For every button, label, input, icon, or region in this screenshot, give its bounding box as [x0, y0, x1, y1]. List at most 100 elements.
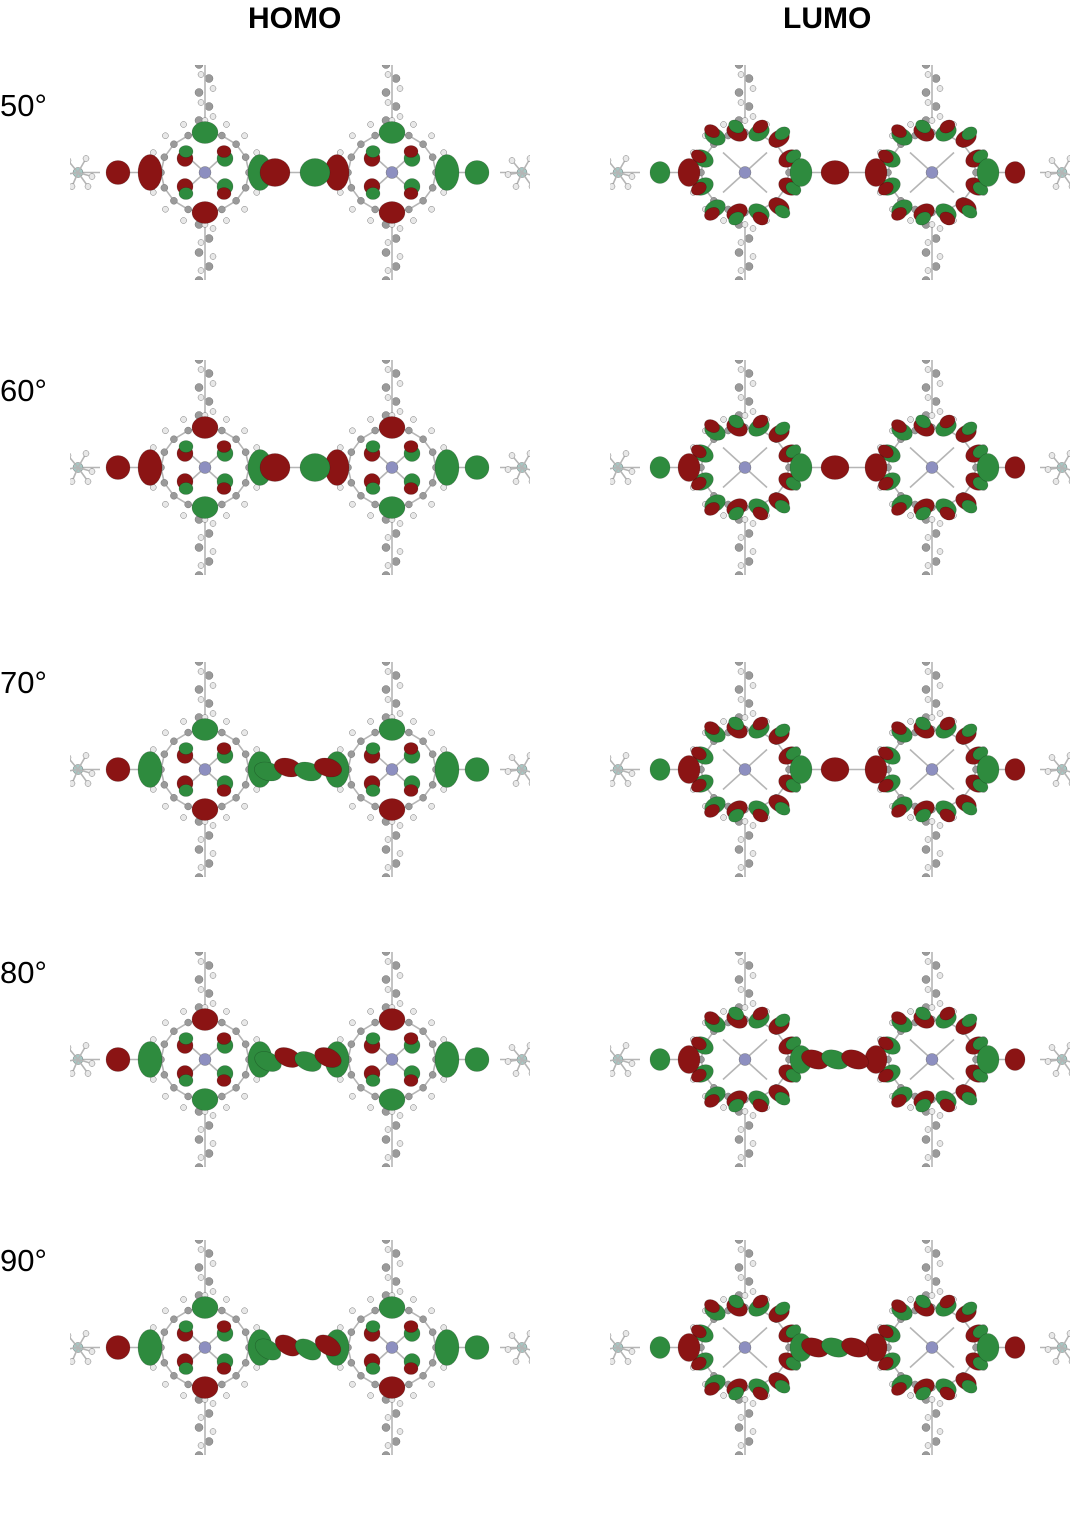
orbital-row: 50° — [0, 65, 1089, 378]
hydrogen-atom — [410, 1296, 417, 1303]
orbital-lobe — [378, 121, 406, 144]
orbital-lobe — [378, 1008, 406, 1031]
carbon-atom — [744, 234, 754, 243]
hydrogen-atom — [628, 173, 636, 180]
carbon-atom — [347, 750, 356, 758]
hydrogen-atom — [741, 1292, 749, 1299]
orbital-lobe — [677, 755, 701, 784]
hydrogen-atom — [1044, 1058, 1052, 1065]
hydrogen-atom — [936, 253, 944, 260]
carbon-atom — [391, 529, 401, 538]
carbon-atom — [194, 248, 204, 257]
carbon-atom — [381, 276, 391, 280]
carbon-atom — [391, 1437, 401, 1446]
orbital-lobe — [820, 455, 850, 480]
carbon-atom — [381, 1423, 391, 1432]
hydrogen-atom — [197, 239, 205, 246]
orbital-lobe — [378, 1296, 406, 1319]
lumo-orbital-panel — [610, 65, 1070, 305]
hydrogen-atom — [924, 562, 932, 569]
homo-molecule-diagram — [70, 662, 530, 877]
bond — [610, 1058, 619, 1062]
orbital-lobe — [677, 453, 701, 482]
carbon-atom — [170, 1315, 178, 1323]
metal-atom — [198, 1341, 212, 1354]
orbital-lobe — [704, 124, 720, 138]
orbital-lobe — [464, 757, 490, 782]
carbon-atom — [921, 88, 931, 97]
carbon-atom — [921, 685, 931, 694]
orbital-lobe — [704, 804, 720, 818]
orbital-lobe — [976, 158, 1000, 187]
hydrogen-atom — [749, 380, 757, 387]
hydrogen-atom — [209, 710, 217, 717]
hydrogen-atom — [180, 217, 187, 224]
carbon-atom — [405, 728, 413, 737]
carbon-atom — [347, 448, 356, 456]
hydrogen-atom — [1052, 1070, 1060, 1077]
carbon-atom — [381, 845, 391, 854]
carbon-atom — [170, 1372, 178, 1380]
orbital-lobe — [216, 145, 232, 158]
lumo-molecule-diagram — [610, 1240, 1070, 1455]
bond — [521, 467, 530, 481]
metal-atom — [385, 166, 399, 179]
orbital-lobe — [704, 1011, 720, 1025]
hydrogen-atom — [936, 548, 944, 555]
metal-atom — [925, 1341, 939, 1354]
homo-molecule-diagram — [70, 952, 530, 1167]
carbon-atom — [744, 859, 754, 868]
hydrogen-atom — [349, 1307, 356, 1314]
hydrogen-atom — [737, 239, 745, 246]
hydrogen-atom — [737, 1414, 745, 1421]
hydrogen-atom — [410, 512, 417, 519]
hydrogen-atom — [1068, 478, 1070, 485]
carbon-atom — [194, 360, 204, 364]
carbon-atom — [184, 205, 192, 214]
hydrogen-atom — [526, 450, 530, 457]
metal-atom — [198, 461, 212, 474]
hydrogen-atom — [367, 1104, 374, 1111]
carbon-atom — [931, 859, 941, 868]
orbital-lobe — [105, 1335, 131, 1360]
hydrogen-atom — [1068, 1358, 1070, 1365]
orbital-lobe — [365, 784, 381, 797]
hydrogen-atom — [928, 1292, 936, 1299]
orbital-lobe — [915, 1386, 932, 1401]
carbon-atom — [170, 197, 178, 205]
hydrogen-atom — [504, 768, 512, 775]
hydrogen-atom — [396, 710, 404, 717]
orbital-lobe — [961, 801, 978, 816]
hydrogen-atom — [396, 1000, 404, 1007]
hydrogen-atom — [749, 682, 757, 689]
carbon-atom — [204, 961, 214, 970]
hydrogen-atom — [82, 450, 90, 457]
carbon-atom — [347, 479, 356, 487]
hydrogen-atom — [928, 516, 936, 523]
orbital-lobe — [915, 414, 932, 429]
hydrogen-atom — [223, 1008, 230, 1015]
hydrogen-atom — [162, 1019, 169, 1026]
hydrogen-atom — [924, 366, 932, 373]
hydrogen-atom — [512, 780, 520, 787]
bond — [521, 466, 530, 471]
carbon-atom — [371, 131, 379, 140]
orbital-lobe — [216, 1074, 232, 1087]
hydrogen-atom — [88, 770, 96, 777]
carbon-atom — [357, 492, 365, 500]
carbon-atom — [218, 205, 226, 214]
hydrogen-atom — [610, 183, 616, 190]
bond — [1061, 1059, 1070, 1073]
orbital-lobe — [774, 1013, 791, 1028]
bond — [70, 1346, 79, 1350]
orbital-lobe — [961, 204, 978, 219]
hydrogen-atom — [924, 1126, 932, 1133]
carbon-atom — [194, 383, 204, 392]
hydrogen-atom — [528, 478, 530, 485]
carbon-atom — [357, 1315, 365, 1323]
hydrogen-atom — [209, 1260, 217, 1267]
hydrogen-atom — [928, 818, 936, 825]
orbital-lobe — [891, 207, 907, 221]
hydrogen-atom — [528, 1358, 530, 1365]
orbital-lobe — [434, 751, 460, 788]
